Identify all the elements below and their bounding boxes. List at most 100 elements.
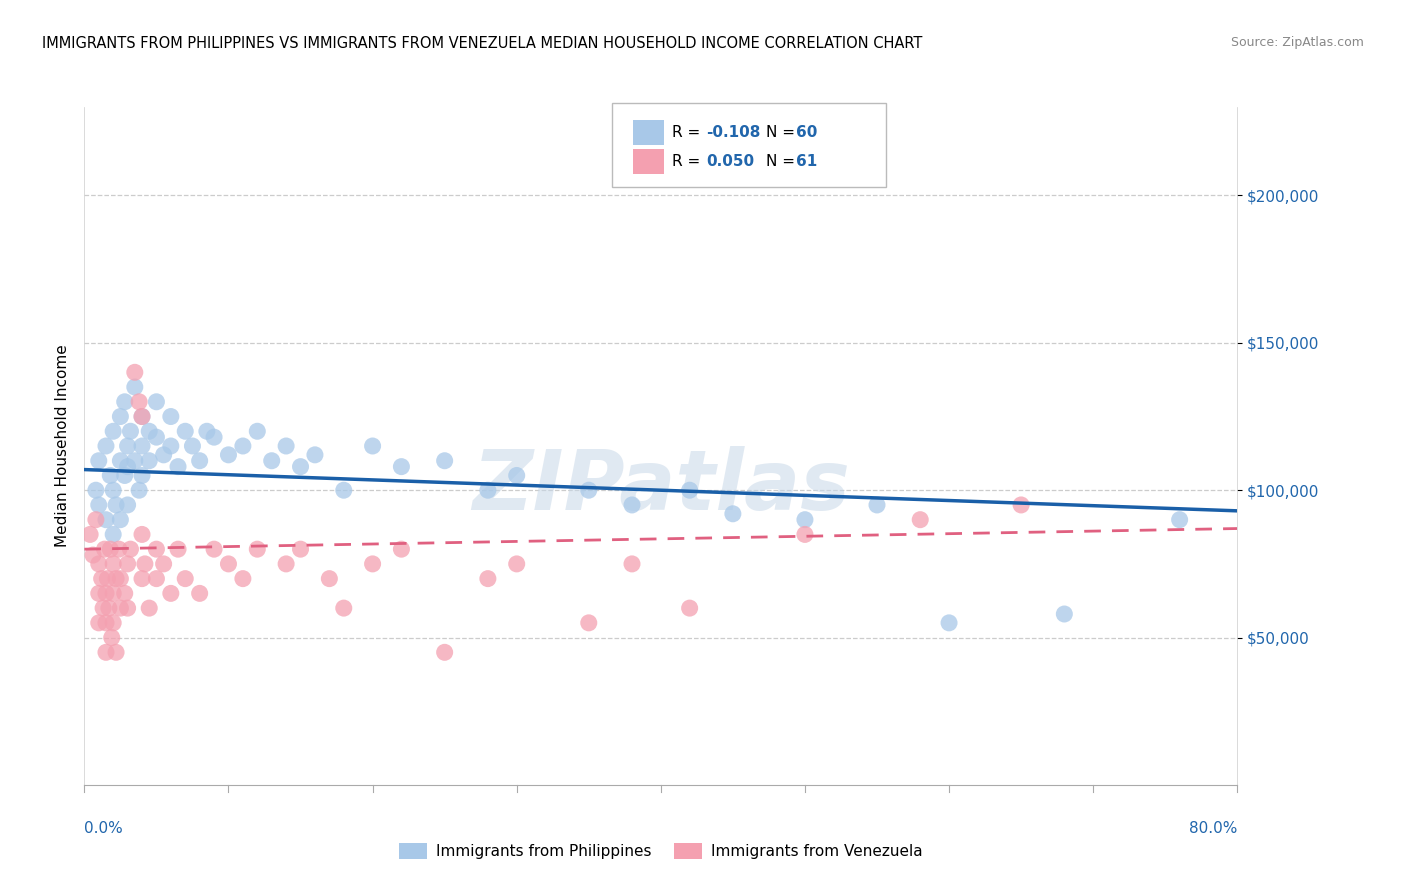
Point — [160, 409, 183, 424]
Point — [333, 601, 356, 615]
Point — [94, 645, 117, 659]
Point — [87, 498, 110, 512]
Point — [152, 557, 174, 571]
Point — [110, 409, 132, 424]
Point — [152, 448, 174, 462]
Point — [84, 513, 107, 527]
Point — [131, 572, 153, 586]
Point — [90, 572, 112, 586]
Point — [110, 513, 132, 527]
Point — [246, 424, 269, 438]
Point — [105, 645, 128, 659]
Point — [131, 527, 153, 541]
Point — [218, 448, 240, 462]
Point — [105, 572, 128, 586]
Point — [246, 542, 269, 557]
Point — [361, 557, 384, 571]
Point — [174, 572, 197, 586]
Text: IMMIGRANTS FROM PHILIPPINES VS IMMIGRANTS FROM VENEZUELA MEDIAN HOUSEHOLD INCOME: IMMIGRANTS FROM PHILIPPINES VS IMMIGRANT… — [42, 36, 922, 51]
Point — [93, 542, 115, 557]
Point — [103, 615, 124, 630]
Point — [304, 448, 326, 462]
Point — [103, 483, 124, 498]
Point — [276, 557, 298, 571]
Point — [98, 542, 121, 557]
Point — [103, 424, 124, 438]
Point — [1053, 607, 1076, 621]
Point — [131, 439, 153, 453]
Point — [105, 498, 128, 512]
Point — [167, 542, 190, 557]
Point — [138, 454, 160, 468]
Point — [87, 454, 110, 468]
Text: N =: N = — [766, 126, 800, 140]
Point — [202, 430, 225, 444]
Text: ZIPatlas: ZIPatlas — [472, 446, 849, 527]
Point — [114, 468, 136, 483]
Point — [938, 615, 960, 630]
Point — [160, 439, 183, 453]
Point — [679, 601, 702, 615]
Point — [318, 572, 340, 586]
Point — [167, 459, 190, 474]
Text: 0.050: 0.050 — [706, 154, 754, 169]
Point — [578, 615, 600, 630]
Text: N =: N = — [766, 154, 800, 169]
Point — [679, 483, 702, 498]
Point — [361, 439, 384, 453]
Point — [794, 527, 817, 541]
Point — [117, 498, 139, 512]
Point — [145, 394, 167, 409]
Point — [188, 454, 211, 468]
Point — [94, 586, 117, 600]
Point — [131, 468, 153, 483]
Point — [91, 601, 114, 615]
Text: 0.0%: 0.0% — [84, 821, 124, 836]
Point — [97, 601, 120, 615]
Text: R =: R = — [672, 154, 706, 169]
Point — [260, 454, 283, 468]
Point — [87, 615, 110, 630]
Point — [506, 557, 529, 571]
Point — [433, 454, 456, 468]
Point — [117, 601, 139, 615]
Point — [506, 468, 529, 483]
Text: -0.108: -0.108 — [706, 126, 761, 140]
Point — [290, 459, 312, 474]
Point — [794, 513, 817, 527]
Text: 80.0%: 80.0% — [1189, 821, 1237, 836]
Text: Source: ZipAtlas.com: Source: ZipAtlas.com — [1230, 36, 1364, 49]
Point — [866, 498, 889, 512]
Point — [79, 527, 101, 541]
Point — [195, 424, 218, 438]
Point — [117, 557, 139, 571]
Point — [128, 394, 150, 409]
Point — [202, 542, 225, 557]
Point — [108, 542, 131, 557]
Point — [1168, 513, 1191, 527]
Point — [98, 468, 121, 483]
Point — [103, 527, 124, 541]
Point — [621, 498, 644, 512]
Point — [124, 365, 146, 379]
Point — [124, 454, 146, 468]
Point — [145, 430, 167, 444]
Point — [84, 483, 107, 498]
Point — [87, 557, 110, 571]
Point — [103, 557, 124, 571]
Legend: Immigrants from Philippines, Immigrants from Venezuela: Immigrants from Philippines, Immigrants … — [394, 838, 928, 865]
Point — [721, 507, 744, 521]
Point — [138, 601, 160, 615]
Point — [138, 424, 160, 438]
Point — [94, 615, 117, 630]
Point — [477, 572, 499, 586]
Point — [232, 572, 254, 586]
Point — [188, 586, 211, 600]
Point — [110, 572, 132, 586]
Text: R =: R = — [672, 126, 706, 140]
Point — [114, 586, 136, 600]
Point — [120, 542, 142, 557]
Point — [391, 459, 413, 474]
Point — [391, 542, 413, 557]
Y-axis label: Median Household Income: Median Household Income — [55, 344, 70, 548]
